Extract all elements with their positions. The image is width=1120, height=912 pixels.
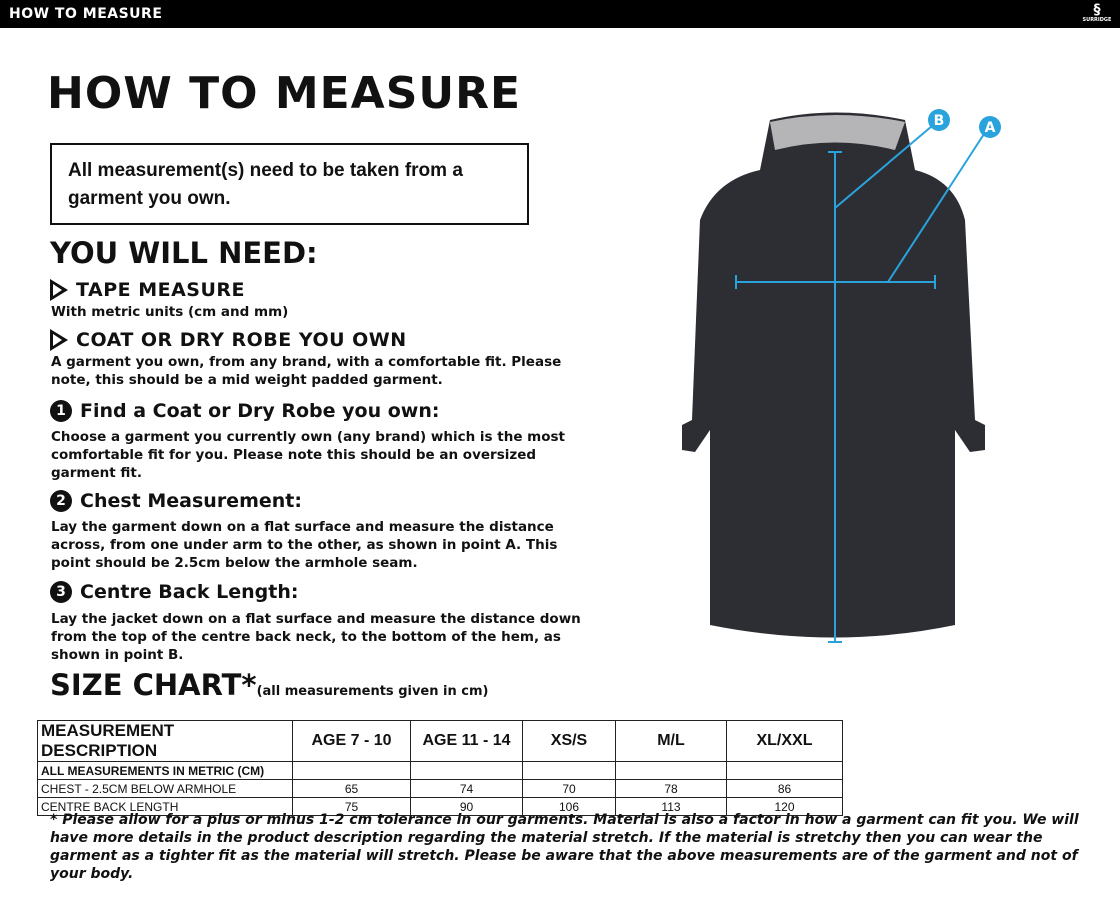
table-row: ALL MEASUREMENTS IN METRIC (CM) bbox=[37, 761, 843, 780]
step-1-text: Choose a garment you currently own (any … bbox=[51, 429, 566, 481]
need-tape-text: With metric units (cm and mm) bbox=[51, 304, 289, 320]
tolerance-footnote: * Please allow for a plus or minus 1-2 c… bbox=[50, 812, 1079, 882]
point-a-marker bbox=[979, 116, 1001, 138]
number-3-icon: 3 bbox=[50, 581, 72, 603]
header-bar: HOW TO MEASURE § SURRIDGE bbox=[0, 0, 1120, 28]
size-chart-table: MEASUREMENT DESCRIPTION AGE 7 - 10 AGE 1… bbox=[37, 720, 843, 816]
play-arrow-icon bbox=[50, 279, 68, 301]
svg-text:B: B bbox=[934, 113, 945, 129]
page-title: HOW TO MEASURE bbox=[47, 68, 522, 119]
size-chart-heading: SIZE CHART*(all measurements given in cm… bbox=[50, 668, 489, 702]
step-3-heading: 3 Centre Back Length: bbox=[50, 581, 298, 603]
step-3-text: Lay the jacket down on a flat surface an… bbox=[51, 611, 581, 663]
number-2-icon: 2 bbox=[50, 490, 72, 512]
need-coat-heading: COAT OR DRY ROBE YOU OWN bbox=[50, 329, 407, 351]
svg-text:A: A bbox=[985, 120, 996, 136]
point-b-marker bbox=[928, 109, 950, 131]
step-2-text: Lay the garment down on a flat surface a… bbox=[51, 519, 558, 571]
step-1-heading: 1 Find a Coat or Dry Robe you own: bbox=[50, 400, 439, 422]
measurement-lines bbox=[735, 125, 985, 643]
table-row: CENTRE BACK LENGTH 75 90 106 113 120 bbox=[37, 797, 843, 816]
play-arrow-icon bbox=[50, 329, 68, 351]
coat-diagram: B A bbox=[682, 109, 1001, 643]
number-1-icon: 1 bbox=[50, 400, 72, 422]
hood-lining bbox=[770, 115, 905, 150]
notice-box: All measurement(s) need to be taken from… bbox=[50, 143, 529, 225]
step-2-heading: 2 Chest Measurement: bbox=[50, 490, 302, 512]
header-title: HOW TO MEASURE bbox=[9, 6, 163, 22]
table-row: CHEST - 2.5CM BELOW ARMHOLE 65 74 70 78 86 bbox=[37, 779, 843, 798]
coat-body bbox=[682, 112, 985, 638]
you-will-need-heading: YOU WILL NEED: bbox=[50, 236, 318, 270]
table-header-row: MEASUREMENT DESCRIPTION AGE 7 - 10 AGE 1… bbox=[37, 720, 843, 762]
need-tape-heading: TAPE MEASURE bbox=[50, 279, 245, 301]
need-coat-text: A garment you own, from any brand, with … bbox=[51, 354, 562, 388]
surridge-logo: § SURRIDGE bbox=[1082, 2, 1112, 23]
